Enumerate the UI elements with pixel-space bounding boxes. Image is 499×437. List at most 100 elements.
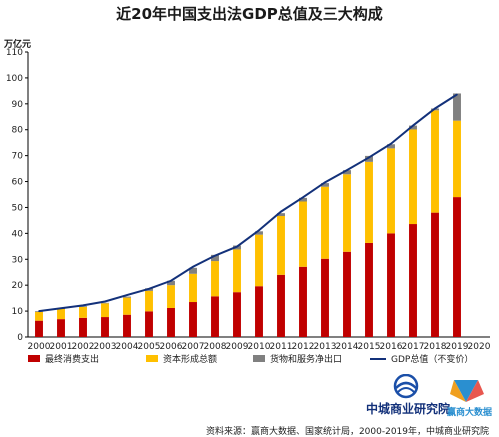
bar-consumption <box>321 258 329 337</box>
bar-consumption <box>343 251 351 337</box>
bar-capital <box>35 311 43 321</box>
legend-label-consumption: 最终消费支出 <box>45 355 100 365</box>
y-tick-label: 60 <box>12 178 24 188</box>
legend-swatch-gdp <box>370 357 386 360</box>
legend-label-capital: 资本形成总额 <box>163 355 218 365</box>
bar-net-export <box>299 197 307 202</box>
bar-capital <box>321 186 329 259</box>
bar-capital <box>57 309 65 320</box>
chart-title: 近20年中国支出法GDP总值及三大构成 <box>116 5 383 23</box>
bar-consumption <box>57 319 65 337</box>
bar-net-export <box>189 267 197 274</box>
legend-item-capital: 资本形成总额 <box>146 352 217 365</box>
bar-net-export <box>211 254 219 262</box>
bar-capital <box>145 290 153 312</box>
x-tick-label: 2018 <box>424 342 447 352</box>
gdp-point <box>38 310 40 312</box>
bar-net-export <box>277 213 285 217</box>
y-tick-label: 70 <box>12 152 24 162</box>
gdp-point <box>170 279 172 282</box>
x-tick-label: 2012 <box>292 342 315 352</box>
legend-swatch-consumption <box>28 355 40 362</box>
bar-capital <box>233 249 241 293</box>
bar-capital <box>299 201 307 267</box>
bar-net-export <box>321 183 329 187</box>
bar-consumption <box>453 197 461 337</box>
bar-consumption <box>299 266 307 337</box>
y-tick-label: 40 <box>12 229 24 239</box>
legend-swatch-net-export <box>253 355 265 362</box>
legend-label-net-export: 货物和服务净出口 <box>270 355 343 365</box>
gdp-line <box>38 93 458 313</box>
y-tick-label: 90 <box>12 100 24 110</box>
bar-net-export <box>387 144 395 149</box>
legend-swatch-capital <box>146 355 158 362</box>
y-tick-label: 20 <box>12 281 24 291</box>
bar-consumption <box>277 274 285 337</box>
bar-consumption <box>255 286 263 337</box>
y-tick-label: 30 <box>12 255 24 265</box>
bar-capital <box>211 261 219 297</box>
bar-consumption <box>189 302 197 337</box>
legend-item-consumption: 最终消费支出 <box>28 352 99 365</box>
x-tick-label: 2002 <box>72 342 95 352</box>
gdp-point <box>346 169 348 171</box>
gdp-point <box>258 229 260 232</box>
x-tick-label: 2011 <box>270 342 293 352</box>
chart-legend: 最终消费支出 资本形成总额 货物和服务净出口 GDP总值（不变价） <box>28 352 488 366</box>
bar-net-export <box>409 125 417 130</box>
bar-net-export <box>123 296 131 298</box>
gdp-point <box>214 254 216 257</box>
x-tick-label: 2004 <box>116 342 139 352</box>
x-tick-label: 2001 <box>50 342 73 352</box>
x-tick-label: 2009 <box>226 342 249 352</box>
bar-net-export <box>365 155 373 162</box>
legend-item-gdp: GDP总值（不变价） <box>370 352 473 365</box>
x-tick-label: 2016 <box>380 342 403 352</box>
x-tick-label: 2005 <box>138 342 161 352</box>
bar-consumption <box>409 224 417 337</box>
bar-consumption <box>233 292 241 337</box>
x-tick-label: 2010 <box>248 342 271 352</box>
x-tick-label: 2017 <box>402 342 425 352</box>
bar-consumption <box>431 212 439 337</box>
y-tick-label: 10 <box>12 307 24 317</box>
bar-consumption <box>79 317 87 337</box>
bar-consumption <box>211 296 219 337</box>
legend-label-gdp: GDP总值（不变价） <box>391 355 474 365</box>
bar-consumption <box>123 314 131 337</box>
gdp-point <box>192 265 194 268</box>
bar-capital <box>453 120 461 198</box>
bar-net-export <box>101 302 109 304</box>
x-tick-label: 2019 <box>446 342 469 352</box>
bar-net-export <box>255 231 263 235</box>
bar-consumption <box>145 311 153 337</box>
x-tick-label: 2013 <box>314 342 337 352</box>
y-tick-label: 110 <box>6 48 23 58</box>
gdp-point <box>324 181 326 184</box>
source-note: 资料来源：赢商大数据、国家统计局，2000-2019年，中城商业研究院 <box>205 427 489 437</box>
bar-capital <box>189 273 197 303</box>
gdp-point <box>456 93 458 96</box>
bar-capital <box>255 234 263 287</box>
gdp-point <box>412 124 414 127</box>
bar-capital <box>387 148 395 234</box>
gdp-point <box>302 196 304 199</box>
windata-name: 赢商大数据 <box>447 408 493 418</box>
bar-net-export <box>343 170 351 175</box>
y-tick-label: 0 <box>17 333 23 343</box>
x-tick-label: 2006 <box>160 342 183 352</box>
gdp-point <box>126 294 128 296</box>
research-institute-name: 中城商业研究院 <box>366 402 451 416</box>
legend-item-net-export: 货物和服务净出口 <box>253 352 342 365</box>
gdp-point <box>434 107 436 110</box>
bar-consumption <box>101 317 109 337</box>
gdp-point <box>368 156 370 159</box>
bar-consumption <box>167 307 175 337</box>
gdp-point <box>60 307 62 310</box>
x-tick-label: 2007 <box>182 342 205 352</box>
gdp-point <box>236 245 238 248</box>
windata-logo-icon <box>450 380 484 402</box>
bar-net-export <box>453 93 461 121</box>
